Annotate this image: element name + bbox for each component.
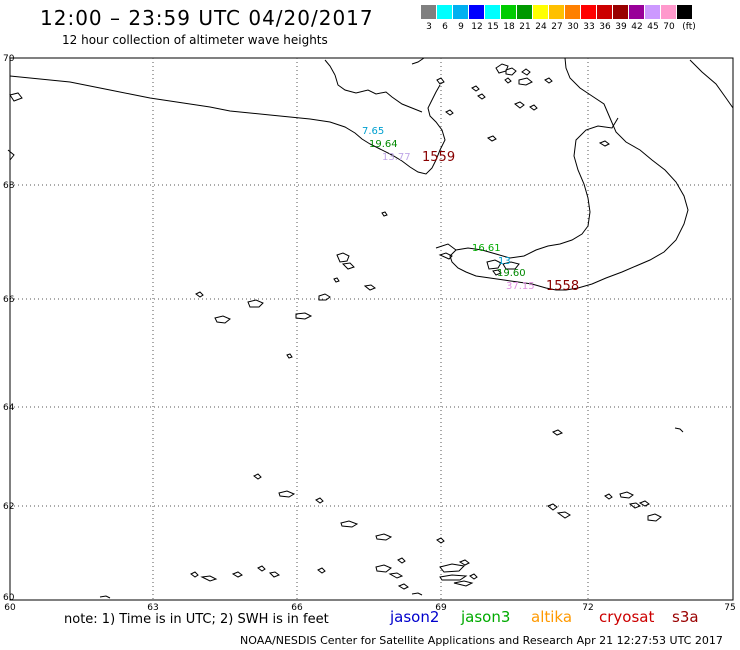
legend-swatch: [501, 5, 517, 19]
lon-label: 75: [724, 603, 735, 613]
lon-label: 63: [147, 603, 158, 613]
satellite-altika: altika: [531, 608, 573, 626]
lat-label: 66: [3, 295, 15, 305]
legend-label: 45: [647, 22, 659, 32]
legend-swatch: [437, 5, 453, 19]
legend-swatch: [629, 5, 645, 19]
legend-label: 33: [583, 22, 595, 32]
legend-swatch: [485, 5, 501, 19]
swh-label: 19.60: [497, 268, 526, 279]
lon-label: 69: [435, 603, 447, 613]
lat-label: 60: [3, 593, 15, 603]
legend-label: 9: [458, 22, 464, 32]
swh-label: 7.65: [362, 126, 384, 137]
lat-label: 68: [3, 181, 15, 191]
lat-label: 70: [3, 54, 15, 64]
swh-label: 16.61: [472, 243, 501, 254]
map-frame: [9, 57, 734, 601]
lon-label: 66: [291, 603, 303, 613]
islands: [99, 63, 684, 599]
satellite-s3a: s3a: [672, 608, 699, 626]
color-legend: 3 6 9 12 15 18 21 24 27 30 33 36 39 42 45 70 (ft): [421, 5, 701, 32]
legend-label: 42: [631, 22, 643, 32]
legend-swatch: [581, 5, 597, 19]
lat-labels: 70 68 66 64 62 60: [3, 54, 15, 603]
legend-swatch: [565, 5, 581, 19]
swh-label: 37.15: [506, 281, 535, 292]
legend-swatch: [677, 5, 693, 19]
legend-label: 12: [471, 22, 483, 32]
legend-swatch: [453, 5, 469, 19]
record-count: 1558: [546, 279, 579, 294]
legend-label: 24: [535, 22, 547, 32]
map-subtitle: 12 hour collection of altimeter wave hei…: [62, 33, 328, 47]
legend-swatch: [421, 5, 437, 19]
legend-label: 39: [615, 22, 627, 32]
satellite-jason3: jason3: [461, 608, 511, 626]
lat-label: 62: [3, 502, 14, 512]
lon-label: 60: [4, 603, 16, 613]
legend-label: 27: [551, 22, 563, 32]
legend-swatches: [421, 5, 701, 19]
legend-swatch: [533, 5, 549, 19]
legend-swatch: [645, 5, 661, 19]
coastline: [7, 57, 734, 291]
lon-labels: 60 63 66 69 72 75: [4, 603, 735, 613]
legend-swatch: [517, 5, 533, 19]
record-count: 1559: [422, 150, 455, 165]
legend-labels: 3 6 9 12 15 18 21 24 27 30 33 36 39 42 45 70 (ft): [421, 22, 701, 32]
legend-swatch: [469, 5, 485, 19]
map-title: 12:00 – 23:59 UTC 04/20/2017: [40, 6, 374, 30]
legend-swatch: [613, 5, 629, 19]
legend-label: 6: [442, 22, 448, 32]
swh-label: 19.64: [369, 139, 398, 150]
legend-swatch: [549, 5, 565, 19]
legend-swatch: [661, 5, 677, 19]
lat-label: 64: [3, 403, 15, 413]
swh-label: 13.77: [382, 152, 411, 163]
swh-label: 13: [498, 256, 511, 267]
satellite-cryosat: cryosat: [599, 608, 655, 626]
graticule: [10, 58, 733, 600]
footer-note: note: 1) Time is in UTC; 2) SWH is in fe…: [64, 612, 329, 627]
legend-label: (ft): [682, 22, 696, 32]
legend-label: 70: [663, 22, 675, 32]
legend-label: 18: [503, 22, 515, 32]
legend-label: 3: [426, 22, 432, 32]
wave-height-labels: 7.65 19.64 13.77 1559 16.61 13 19.60 37.…: [362, 126, 579, 294]
legend-label: 30: [567, 22, 579, 32]
legend-label: 21: [519, 22, 531, 32]
legend-label: 15: [487, 22, 499, 32]
lon-label: 72: [582, 603, 593, 613]
legend-label: 36: [599, 22, 611, 32]
footer-credit: NOAA/NESDIS Center for Satellite Applica…: [240, 634, 723, 647]
satellite-jason2: jason2: [390, 608, 440, 626]
legend-swatch: [597, 5, 613, 19]
